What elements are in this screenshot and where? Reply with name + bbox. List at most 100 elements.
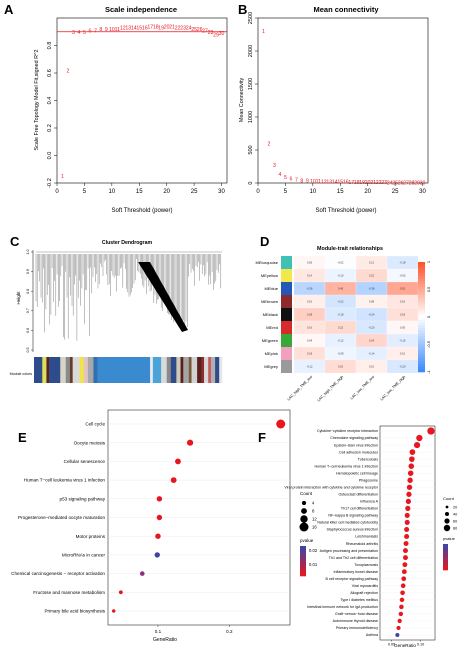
panel-b-point-label: 23 bbox=[381, 180, 387, 186]
panel-e-legend-pvalue-swatch bbox=[300, 562, 306, 565]
panel-e-legend-pvalue-swatch bbox=[300, 553, 306, 556]
panel-e-term-label: Chemical carcinogenesis − receptor activ… bbox=[11, 571, 105, 576]
panel-c-color-segment bbox=[210, 357, 216, 383]
panel-b-point-label: 21 bbox=[370, 180, 376, 186]
panel-a-point-label: 1 bbox=[61, 174, 64, 180]
panel-d-legend-label: -1 bbox=[426, 369, 431, 373]
panel-e-legend-pvalue-swatch bbox=[300, 561, 306, 563]
panel-b-point-label: 6 bbox=[289, 177, 292, 183]
panel-d-legend-swatch bbox=[418, 262, 425, 266]
panel-f-legend-pvalue-swatch bbox=[443, 554, 448, 556]
panel-b-point-label: 16 bbox=[343, 180, 349, 186]
panel-d-row-color bbox=[281, 321, 292, 334]
panel-d-cell-value: -0.14 bbox=[369, 352, 375, 356]
panel-c-color-segment bbox=[208, 357, 212, 383]
panel-e-dot bbox=[156, 496, 163, 502]
panel-d-row-label: MEgrey bbox=[264, 364, 278, 369]
panel-d-cell-value: 0.14 bbox=[307, 274, 313, 278]
panel-d-legend-swatch bbox=[418, 325, 425, 329]
panel-f-legend-pvalue-swatch bbox=[443, 553, 448, 555]
panel-a-y-tick-label: 0.0 bbox=[47, 152, 53, 160]
panel-e-legend-pvalue-swatch bbox=[300, 574, 306, 577]
panel-a-scale-independence: Scale independence Soft Threshold (power… bbox=[34, 5, 228, 214]
panel-letter-d: D bbox=[260, 234, 269, 249]
panel-e-legend-pvalue-label: 0.01 bbox=[309, 562, 318, 567]
panel-b-x-label: Soft Threshold (power) bbox=[316, 208, 377, 214]
panel-f-legend-pvalue-swatch bbox=[443, 549, 448, 551]
panel-f-term-label: Phagosome bbox=[359, 478, 378, 482]
panel-d-row-label: MEpink bbox=[265, 351, 278, 356]
panel-d-legend-swatch bbox=[418, 270, 425, 274]
panel-d-row-label: MEturquoise bbox=[256, 260, 279, 265]
panel-f-term-label: Viral myocarditis bbox=[352, 584, 378, 588]
panel-b-y-tick-label: 2000 bbox=[248, 45, 254, 57]
panel-b-point-label: 26 bbox=[398, 180, 404, 186]
panel-f-legend-count-title: Count bbox=[443, 496, 455, 501]
panel-b-point-label: 3 bbox=[273, 163, 276, 169]
panel-letter-f: F bbox=[258, 430, 266, 445]
panel-b-point-label: 29 bbox=[414, 181, 420, 187]
panel-e-dot bbox=[139, 571, 145, 576]
panel-e-legend-pvalue-swatch bbox=[300, 555, 306, 557]
panel-f-dot bbox=[408, 463, 415, 469]
panel-f-dot bbox=[403, 555, 408, 561]
panel-a-x-tick-label: 10 bbox=[108, 189, 115, 195]
panel-f-legend-count-dot bbox=[445, 512, 449, 516]
panel-d-cell-value: -0.05 bbox=[400, 274, 406, 278]
panel-d-cell-value: 0.52 bbox=[400, 287, 406, 291]
panel-f-dot bbox=[402, 562, 408, 568]
panel-d-cell-value: -0.02 bbox=[338, 261, 344, 265]
panel-e-legend-count-dot bbox=[300, 515, 308, 523]
panel-e-term-label: Cell cycle bbox=[85, 422, 105, 427]
panel-a-point-label: 14 bbox=[131, 26, 137, 32]
panel-d-legend-swatch bbox=[418, 264, 425, 268]
panel-f-dot bbox=[404, 533, 410, 540]
panel-c-color-segment bbox=[180, 357, 184, 383]
panel-e-legend-count-title: Count bbox=[300, 491, 313, 496]
panel-f-term-label: Tuberculosis bbox=[358, 457, 378, 461]
panel-f-term-label: Antigen processing and presentation bbox=[320, 549, 378, 553]
panel-d-row-labels: MEturquoise MEyellow MEblue MEbrown MEblack M… bbox=[256, 256, 292, 373]
panel-f-x-ticks: 0.05 0.10 bbox=[388, 640, 424, 647]
panel-d-cell-value: 0.22 bbox=[369, 274, 375, 278]
panel-c-color-segment bbox=[42, 357, 47, 383]
panel-a-point-label: 3 bbox=[72, 30, 75, 36]
panel-f-dot bbox=[404, 526, 410, 533]
panel-b-point-label: 10 bbox=[310, 179, 316, 185]
panel-e-x-ticks: 0.1 0.2 bbox=[155, 625, 233, 634]
panel-a-x-ticks: 0 5 10 15 20 25 30 bbox=[55, 183, 226, 195]
panel-f-legend-count-label: 60 bbox=[453, 519, 457, 523]
panel-d-row-color bbox=[281, 269, 292, 282]
panel-d-module-trait-heatmap: Module-trait relationships MEturquoiseME… bbox=[256, 246, 431, 403]
panel-f-term-label: Rheumatoid arthritis bbox=[346, 542, 378, 546]
panel-a-point-label: 20 bbox=[164, 24, 170, 30]
panel-c-y-ticks: 0.5 0.6 0.7 0.8 0.9 1.0 bbox=[26, 250, 33, 353]
panel-f-legend-pvalue-swatch bbox=[443, 544, 448, 546]
panel-f-legend-pvalue-swatch bbox=[443, 545, 448, 547]
panel-b-y-label: Mean Connectivity bbox=[239, 78, 245, 123]
panel-f-dot bbox=[403, 548, 408, 554]
panel-a-point-label: 6 bbox=[88, 28, 91, 34]
panel-d-legend-swatch bbox=[418, 303, 425, 307]
panel-d-legend-swatch bbox=[418, 333, 425, 337]
panel-f-dot bbox=[404, 512, 410, 518]
panel-d-legend-swatch bbox=[418, 344, 425, 348]
panel-f-dot bbox=[405, 498, 411, 504]
panel-f-legend-pvalue-title: pvalue bbox=[443, 536, 456, 541]
panel-b-point-label: 14 bbox=[332, 180, 338, 186]
panel-c-color-segment bbox=[215, 357, 220, 383]
panel-d-row-label: MEyellow bbox=[261, 273, 278, 278]
panel-d-color-legend: 1 0.5 0 -0.5 -1 bbox=[418, 260, 431, 374]
panel-f-dot bbox=[427, 427, 435, 435]
panel-c-color-segment bbox=[204, 357, 209, 383]
panel-e-legend-pvalue-swatch bbox=[300, 573, 306, 575]
panel-c-y-tick-label: 0.7 bbox=[26, 308, 30, 313]
panel-d-cell-value: 0.24 bbox=[369, 339, 375, 343]
panel-d-legend-swatch bbox=[418, 350, 425, 354]
panel-d-row-color bbox=[281, 308, 292, 321]
panel-a-point-label: 13 bbox=[125, 26, 131, 32]
panel-f-term-label: Toxoplasmosis bbox=[354, 563, 378, 567]
panel-d-legend-swatch bbox=[418, 314, 425, 318]
panel-f-dot bbox=[407, 477, 413, 483]
panel-b-point-label: 1 bbox=[262, 29, 265, 35]
